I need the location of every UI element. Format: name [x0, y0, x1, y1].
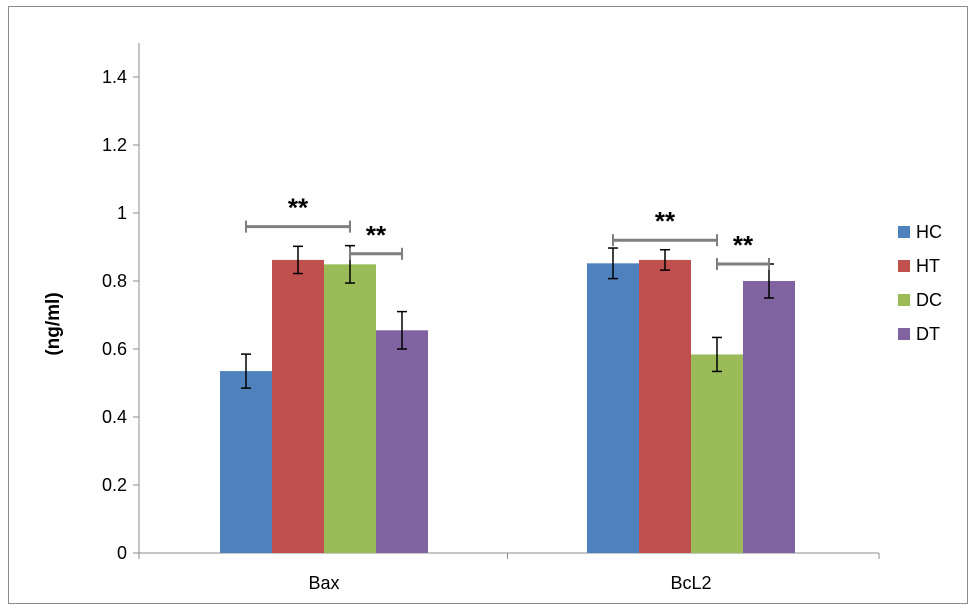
bar-chart: 0 0.2 0.4 0.6 0.8 1 1.2 1.4 Bax BcL2 ** ** ** ** HC H…: [43, 43, 942, 593]
significance-label: **: [733, 230, 754, 260]
y-tick-label: 0: [117, 543, 127, 563]
significance-label: **: [655, 206, 676, 236]
legend-label-dt: DT: [916, 324, 940, 344]
bar-dt: [743, 281, 795, 553]
x-tick-label: Bax: [308, 573, 339, 593]
y-axis-title: (ng/ml): [43, 292, 64, 355]
bar-ht: [639, 259, 691, 553]
legend-label-dc: DC: [916, 290, 942, 310]
bar-hc: [587, 263, 639, 553]
legend-swatch-hc: [898, 226, 910, 238]
y-tick-label: 0.6: [102, 339, 127, 359]
x-tick-label: BcL2: [670, 573, 711, 593]
legend-swatch-ht: [898, 260, 910, 272]
chart-frame: 0 0.2 0.4 0.6 0.8 1 1.2 1.4 Bax BcL2 ** ** ** ** HC H…: [8, 6, 968, 604]
bar-dt: [376, 330, 428, 553]
legend-swatch-dc: [898, 294, 910, 306]
significance-label: **: [288, 193, 309, 223]
bar-hc: [220, 371, 272, 553]
legend-swatch-dt: [898, 328, 910, 340]
y-tick-label: 0.2: [102, 475, 127, 495]
legend-label-hc: HC: [916, 222, 942, 242]
y-tick-label: 1.4: [102, 67, 127, 87]
bar-ht: [272, 259, 324, 553]
y-tick-label: 1: [117, 203, 127, 223]
bar-dc: [324, 264, 376, 553]
y-tick-label: 1.2: [102, 135, 127, 155]
bar-dc: [691, 354, 743, 553]
y-tick-label: 0.8: [102, 271, 127, 291]
significance-label: **: [366, 220, 387, 250]
legend-label-ht: HT: [916, 256, 940, 276]
y-tick-label: 0.4: [102, 407, 127, 427]
